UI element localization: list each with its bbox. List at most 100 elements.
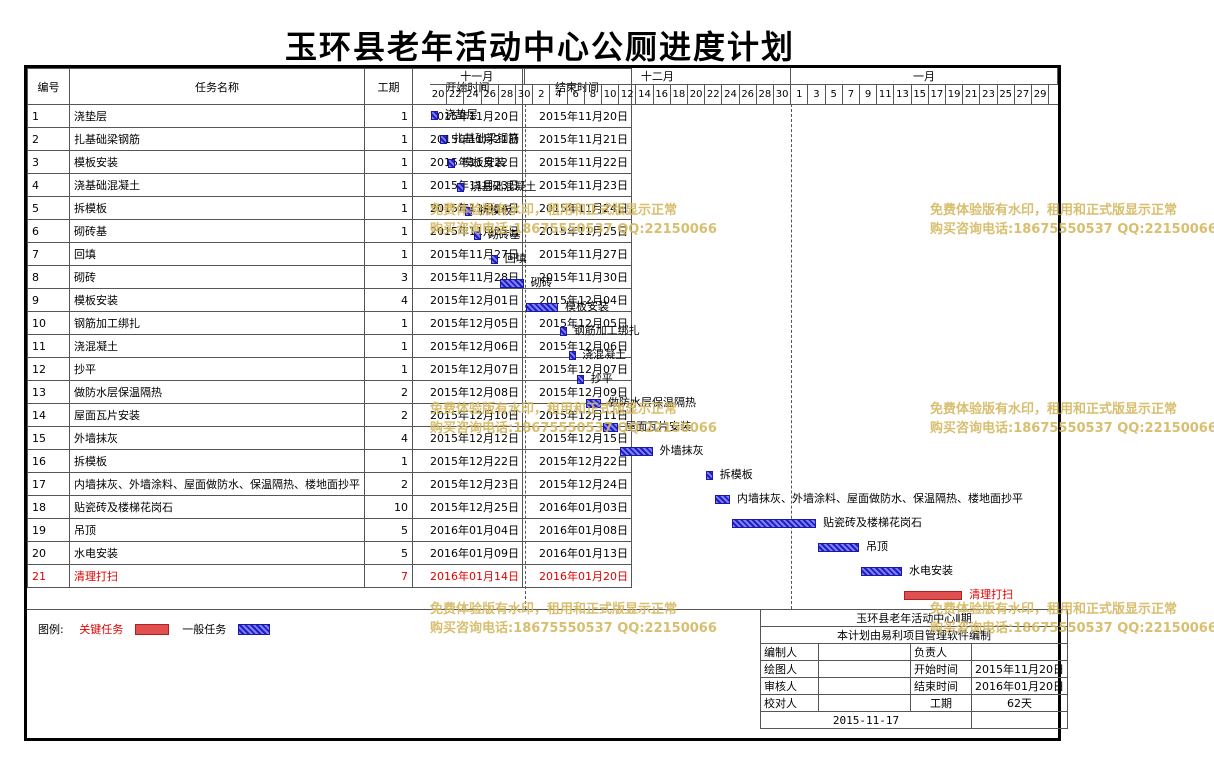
software-note: 本计划由易利项目管理软件编制 (760, 626, 1068, 644)
task-bar[interactable] (491, 255, 499, 264)
task-bar-label: 吊顶 (866, 540, 888, 553)
task-bar[interactable] (603, 423, 619, 432)
day-tick-label: 9 (860, 85, 878, 104)
day-tick-label: 4 (550, 85, 568, 104)
table-row: 7 回填 1 2015年11月27日 2015年11月27日 (27, 242, 632, 266)
task-bar[interactable] (577, 375, 585, 384)
drawing-frame (24, 65, 1061, 741)
task-end: 2016年01月20日 (522, 564, 632, 588)
task-bar-label: 拆模板 (479, 204, 512, 217)
task-end: 2015年11月23日 (522, 173, 632, 197)
day-tick-label: 25 (998, 85, 1015, 104)
task-bar-label: 外墙抹灰 (659, 444, 704, 457)
day-tick-label: 26 (740, 85, 757, 104)
task-table-header: 编号 任务名称 工期 开始时间 结束时间 (27, 68, 632, 105)
task-bar[interactable] (448, 159, 456, 168)
task-bar-label: 内墙抹灰、外墙涂料、屋面做防水、保温隔热、楼地面抄平 (737, 492, 1023, 505)
task-start: 2016年01月14日 (412, 564, 523, 588)
task-bar[interactable] (431, 111, 438, 120)
task-bar[interactable] (818, 543, 859, 552)
day-tick-label: 18 (671, 85, 688, 104)
task-bar[interactable] (525, 303, 558, 312)
task-bar-label: 砌砖基 (487, 228, 521, 241)
end-label: 结束时间 (910, 677, 972, 695)
task-start: 2015年12月05日 (412, 311, 523, 335)
task-no: 7 (27, 242, 70, 266)
table-row: 19 吊顶 5 2016年01月04日 2016年01月08日 (27, 518, 632, 542)
task-start: 2015年11月24日 (412, 196, 523, 220)
table-row: 12 抄平 1 2015年12月07日 2015年12月07日 (27, 357, 632, 381)
task-bar[interactable] (465, 207, 473, 216)
task-bar-label: 贴瓷砖及楼梯花岗石 (823, 516, 922, 529)
day-tick-label: 7 (843, 85, 860, 104)
task-name: 模板安装 (69, 288, 365, 312)
day-tick-label: 14 (636, 85, 654, 104)
task-table: 编号 任务名称 工期 开始时间 结束时间 1 浇垫层 1 2015年11月20日 201… (27, 68, 632, 588)
blank-cell (971, 711, 1068, 729)
task-name: 模板安装 (69, 150, 365, 174)
task-bar[interactable] (560, 327, 567, 336)
day-tick-label: 28 (499, 85, 516, 104)
task-name: 屋面瓦片安装 (69, 403, 365, 427)
task-bar-label: 清理打扫 (969, 588, 1014, 601)
task-duration: 7 (364, 564, 413, 588)
task-bar[interactable] (499, 279, 524, 288)
task-start: 2015年11月23日 (412, 173, 523, 197)
task-bar-label: 拆模板 (719, 468, 753, 481)
legend-normal-label: 一般任务 (182, 623, 227, 636)
task-no: 19 (27, 518, 70, 542)
compiler-value (818, 643, 911, 661)
task-bar[interactable] (620, 447, 653, 456)
task-no: 9 (27, 288, 70, 312)
reviewer-label: 审核人 (760, 677, 819, 695)
project-name: 玉环县老年活动中心Ⅱ期 (760, 609, 1068, 627)
task-no: 2 (27, 127, 70, 151)
day-tick-label: 12 (619, 85, 637, 104)
task-bar-label: 屋面瓦片安装 (625, 420, 692, 433)
gantt-chart: 十一月 十二月 一月 20 22 24 26 28 30 2 4 6 8 10 12 14 16 18 20 22 24… (430, 68, 1058, 609)
task-name: 做防水层保温隔热 (69, 380, 365, 404)
day-tick-label: 24 (464, 85, 482, 104)
task-bar[interactable] (706, 471, 714, 480)
legend-normal-swatch (237, 623, 270, 635)
start-label: 开始时间 (910, 660, 972, 678)
task-bar[interactable] (904, 591, 963, 600)
task-duration: 2 (364, 472, 413, 496)
day-tick-label: 17 (929, 85, 946, 104)
start-value: 2015年11月20日 (971, 660, 1068, 678)
day-tick-label: 8 (585, 85, 602, 104)
task-bar-label: 水电安装 (909, 564, 953, 577)
task-bar[interactable] (714, 495, 730, 504)
task-name: 拆模板 (69, 449, 365, 473)
task-name: 外墙抹灰 (69, 426, 365, 450)
task-no: 18 (27, 495, 70, 519)
task-end: 2015年12月22日 (522, 449, 632, 473)
task-bar[interactable] (474, 231, 481, 240)
task-bar[interactable] (456, 183, 464, 192)
day-tick-label: 20 (688, 85, 706, 104)
task-bar[interactable] (861, 567, 902, 576)
task-bar-label: 浇基础混凝土 (470, 180, 537, 193)
task-duration: 4 (364, 288, 413, 312)
task-bar[interactable] (568, 351, 576, 360)
task-end: 2016年01月13日 (522, 541, 632, 565)
task-start: 2015年12月07日 (412, 357, 523, 381)
task-bar[interactable] (732, 519, 816, 528)
task-bar[interactable] (585, 399, 601, 408)
title-block: 玉环县老年活动中心Ⅱ期 本计划由易利项目管理软件编制 编制人 负责人 绘图人 开始时… (760, 609, 1068, 729)
task-end: 2015年11月24日 (522, 196, 632, 220)
month-divider (524, 104, 526, 609)
reviewer-value (818, 677, 911, 695)
task-bar[interactable] (439, 135, 447, 144)
table-row: 10 钢筋加工绑扎 1 2015年12月05日 2015年12月05日 (27, 311, 632, 335)
task-no: 10 (27, 311, 70, 335)
legend-critical-label: 关键任务 (79, 623, 124, 636)
task-duration: 1 (364, 150, 413, 174)
task-no: 5 (27, 196, 70, 220)
task-duration: 1 (364, 196, 413, 220)
checker-label: 校对人 (760, 694, 819, 712)
task-name: 浇混凝土 (69, 334, 365, 358)
task-name: 浇基础混凝土 (69, 173, 365, 197)
task-no: 20 (27, 541, 70, 565)
day-tick-label: 16 (654, 85, 671, 104)
